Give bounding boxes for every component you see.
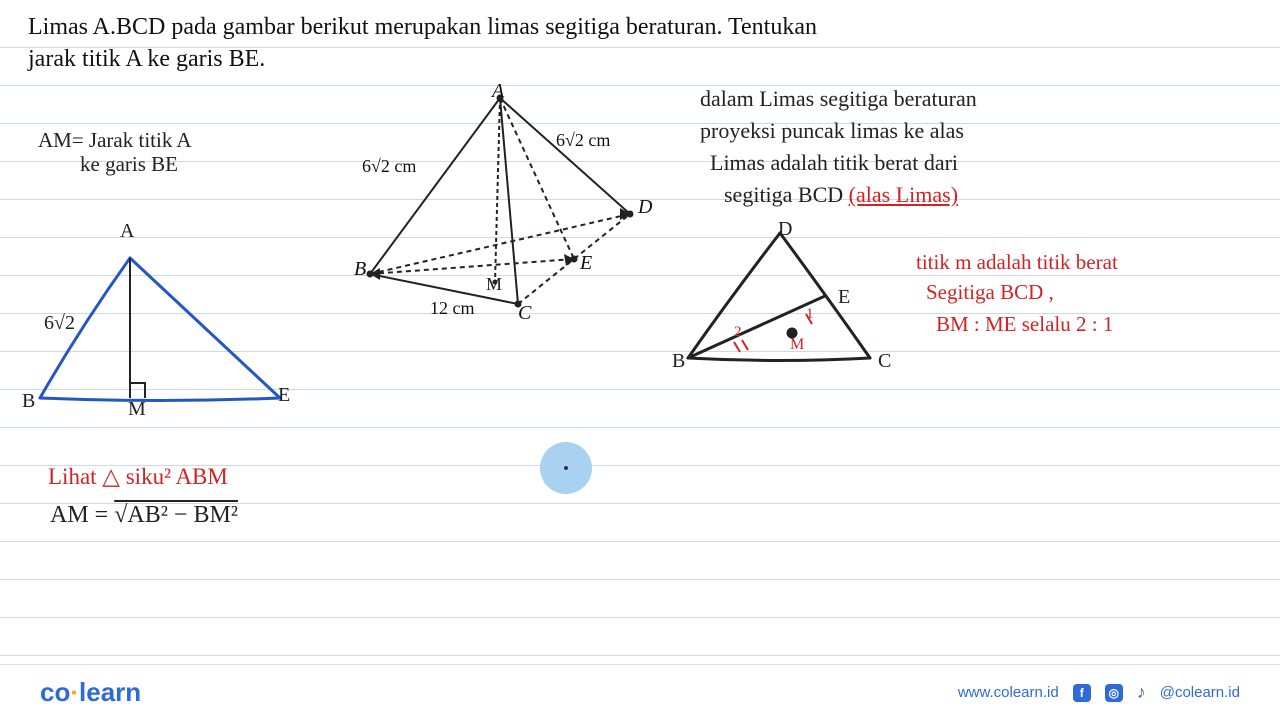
work-equation: AM = √AB² − BM² xyxy=(50,502,238,529)
instagram-icon: ◎ xyxy=(1105,684,1123,702)
pyramid-label-b: B xyxy=(354,258,366,281)
note-am-2: ke garis BE xyxy=(80,152,178,177)
note-right-3: Limas adalah titik berat dari xyxy=(710,150,958,176)
pyramid-label-m: M xyxy=(486,274,502,295)
note-red-2: Segitiga BCD , xyxy=(926,280,1054,305)
tri-bcd-ratio-2: 2 xyxy=(734,324,742,341)
footer-handle: @colearn.id xyxy=(1160,684,1240,701)
tri-bcd-m: M xyxy=(790,336,804,354)
tri-abe-b: B xyxy=(22,390,35,413)
note-red-1: titik m adalah titik berat xyxy=(916,250,1118,275)
note-right-1: dalam Limas segitiga beraturan xyxy=(700,86,977,112)
pyramid-label-c: C xyxy=(518,302,531,325)
tri-bcd-b: B xyxy=(672,350,685,373)
tri-abe-side: 6√2 xyxy=(44,312,75,335)
tiktok-icon: ♪ xyxy=(1137,682,1146,703)
pyramid-label-d: D xyxy=(638,196,652,219)
tri-bcd-d: D xyxy=(778,218,792,241)
tri-abe-a: A xyxy=(120,220,134,243)
pyramid-label-e: E xyxy=(580,252,592,275)
brand-logo: co·learn xyxy=(40,677,141,708)
tri-abe-e: E xyxy=(278,384,290,407)
tri-abe-m: M xyxy=(128,398,146,421)
note-right-2: proyeksi puncak limas ke alas xyxy=(700,118,964,144)
footer-bar: co·learn www.colearn.id f ◎ ♪ @colearn.i… xyxy=(0,664,1280,720)
tri-bcd-e: E xyxy=(838,286,850,309)
pyramid-base: 12 cm xyxy=(430,298,475,319)
work-red-line: Lihat △ siku² ABM xyxy=(48,464,228,490)
pyramid-label-a: A xyxy=(492,80,504,103)
pyramid-edge-right: 6√2 cm xyxy=(556,130,610,151)
footer-site: www.colearn.id xyxy=(958,684,1059,701)
tri-bcd-ratio-1: 1 xyxy=(806,306,814,323)
note-right-4: segitiga BCD (alas Limas) xyxy=(724,182,958,208)
problem-line-1: Limas A.BCD pada gambar berikut merupaka… xyxy=(28,14,817,41)
tri-bcd-c: C xyxy=(878,350,891,373)
triangle-bcd-sketch xyxy=(670,218,900,378)
facebook-icon: f xyxy=(1073,684,1091,702)
problem-line-2: jarak titik A ke garis BE. xyxy=(28,46,265,73)
note-am-1: AM= Jarak titik A xyxy=(38,128,192,153)
pyramid-edge-left: 6√2 cm xyxy=(362,156,416,177)
note-red-3: BM : ME selalu 2 : 1 xyxy=(936,312,1113,337)
cursor-indicator xyxy=(540,442,592,494)
